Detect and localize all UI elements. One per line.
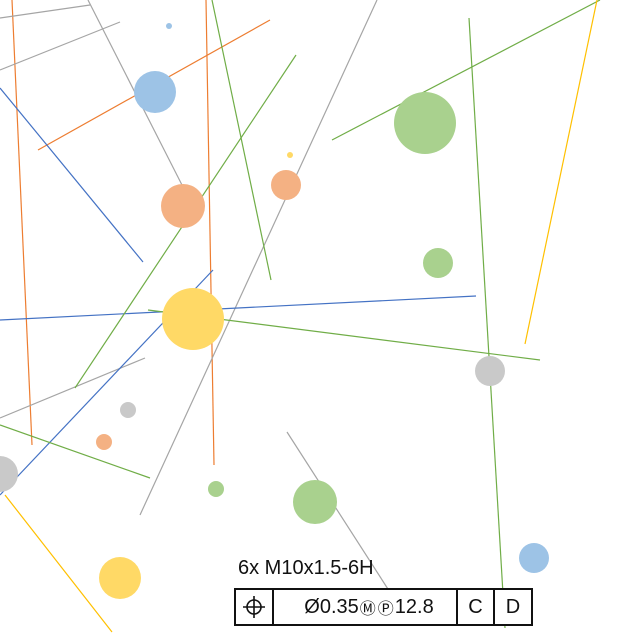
decorative-line: [331, 0, 601, 141]
decorative-line: [0, 4, 91, 19]
decorative-line: [286, 431, 396, 601]
decorative-line: [0, 87, 144, 263]
decorative-circle: [423, 248, 453, 278]
decorative-circle: [166, 23, 172, 29]
tolerance-value: 0.35: [319, 595, 359, 618]
feature-control-frame: Ø 0.35 Ⓜ Ⓟ 12.8 C D: [234, 588, 533, 626]
thread-callout-note: 6x M10x1.5-6H: [238, 557, 374, 579]
geometric-characteristic-cell: [236, 590, 274, 624]
decorative-line: [139, 0, 378, 516]
decorative-circle: [99, 557, 141, 599]
decorative-line: [0, 424, 151, 479]
decorative-circle: [134, 71, 176, 113]
decorative-circle: [0, 456, 18, 492]
decorative-line: [0, 21, 121, 71]
decorative-circle: [293, 480, 337, 524]
projected-zone-modifier: Ⓟ: [377, 601, 394, 618]
decorative-line: [205, 0, 215, 466]
tolerance-cell: Ø 0.35 Ⓜ Ⓟ 12.8: [274, 590, 458, 624]
decorative-circle: [271, 170, 301, 200]
decorative-circle: [208, 481, 224, 497]
material-condition-modifier: Ⓜ: [359, 601, 376, 618]
decorative-line: [11, 0, 33, 446]
projected-height-value: 12.8: [394, 595, 434, 618]
decorative-line: [524, 0, 598, 345]
decorative-circle: [120, 402, 136, 418]
diameter-symbol: Ø: [304, 595, 320, 618]
decorative-line: [4, 494, 113, 633]
decorative-circle: [96, 434, 112, 450]
decorative-line: [468, 17, 506, 629]
decorative-circle: [162, 288, 224, 350]
datum-secondary-cell: D: [505, 595, 521, 618]
decorative-line: [0, 295, 477, 321]
decorative-circle: [519, 543, 549, 573]
decorative-circle: [475, 356, 505, 386]
decorative-circle: [394, 92, 456, 154]
decorative-circle: [287, 152, 293, 158]
position-icon: [243, 596, 265, 618]
decorative-line: [211, 0, 272, 281]
decorative-circle: [161, 184, 205, 228]
datum-primary-cell: C: [458, 590, 495, 624]
